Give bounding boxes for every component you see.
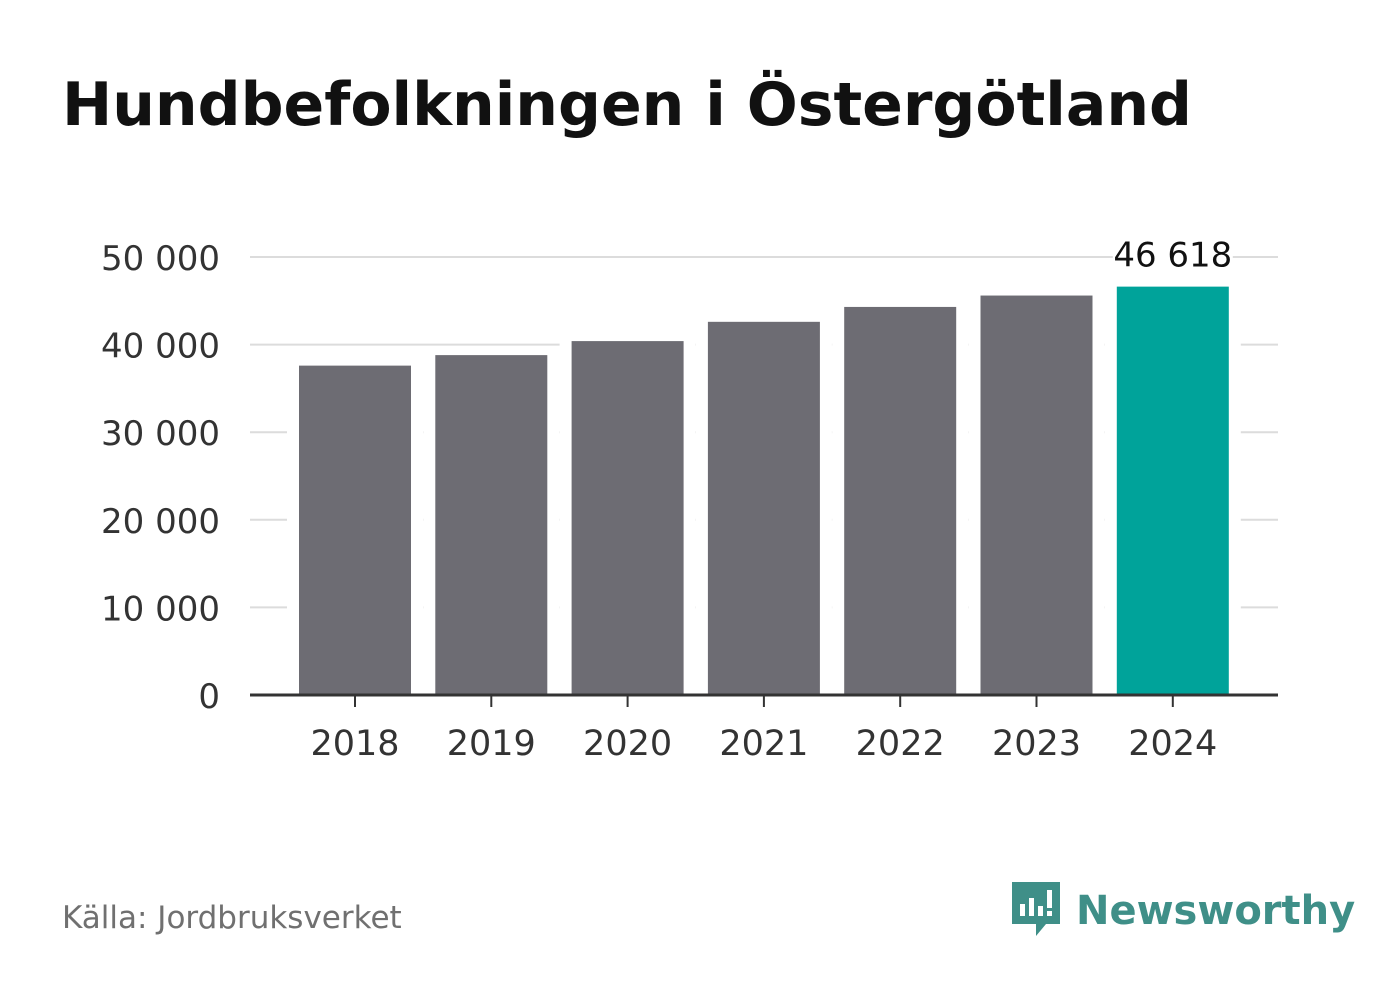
y-tick-label: 50 000 (101, 239, 220, 279)
y-tick-label: 20 000 (101, 502, 220, 542)
data-label-bg (1112, 234, 1233, 275)
bar (299, 365, 411, 695)
x-tick-label: 2021 (719, 724, 808, 764)
bar (435, 355, 548, 695)
data-labels: 46 618 (1112, 234, 1233, 276)
chart-title: Hundbefolkningen i Östergötland (62, 70, 1192, 140)
x-tick-label: 2019 (447, 724, 536, 764)
y-axis-ticks: 0 10 000 20 000 30 000 40 000 50 000 (101, 239, 220, 717)
source-note: Källa: Jordbruksverket (62, 900, 402, 936)
bar (707, 321, 820, 695)
brand-logo: Newsworthy (1010, 878, 1355, 944)
brand-name: Newsworthy (1076, 888, 1356, 934)
y-tick-label: 30 000 (101, 414, 220, 454)
x-tick-label: 2020 (583, 724, 672, 764)
bar (1116, 286, 1229, 695)
bar (844, 306, 957, 695)
data-label: 46 618 (1113, 236, 1232, 276)
x-tick-label: 2022 (856, 724, 945, 764)
y-tick-label: 0 (198, 677, 220, 717)
y-tick-label: 40 000 (101, 327, 220, 367)
y-tick-label: 10 000 (101, 589, 220, 629)
bar (571, 341, 684, 695)
x-tick-label: 2018 (310, 724, 399, 764)
newsworthy-logo-icon (1010, 878, 1062, 944)
x-tick-label: 2023 (992, 724, 1081, 764)
x-axis: 2018 2019 2020 2021 2022 2023 2024 (250, 693, 1278, 764)
bars (287, 286, 1241, 695)
x-tick-label: 2024 (1128, 724, 1217, 764)
bar (980, 295, 1093, 695)
